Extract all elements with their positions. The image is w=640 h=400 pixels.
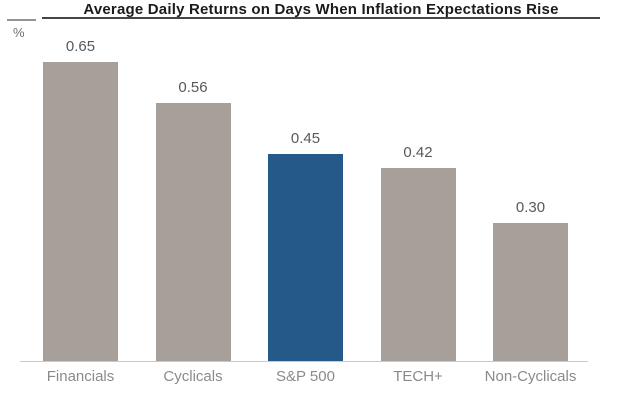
x-axis-label-cyclicals: Cyclicals [163, 368, 223, 385]
x-axis-line [20, 361, 588, 362]
title-underline [42, 17, 600, 19]
chart-title: Average Daily Returns on Days When Infla… [83, 1, 559, 18]
bar-value-label-tech: 0.42 [403, 144, 433, 161]
bar-value-label-cyclicals: 0.56 [178, 79, 208, 96]
x-axis-label-non-cyclicals: Non-Cyclicals [484, 368, 577, 385]
bar-value-label-financials: 0.65 [65, 38, 96, 55]
bar-value-label-non-cyclicals: 0.30 [515, 199, 546, 216]
bar-s-p-500 [268, 154, 343, 361]
bar-tech [380, 168, 456, 361]
bar-cyclicals [155, 103, 231, 361]
bar-financials [43, 62, 118, 361]
bar-non-cyclicals [493, 223, 568, 361]
y-axis-unit-label: % [13, 25, 25, 40]
x-axis-label-tech: TECH+ [393, 368, 443, 385]
y-axis-tick [7, 19, 36, 21]
x-axis-label-s-p-500: S&P 500 [276, 368, 335, 385]
bar-value-label-s-p-500: 0.45 [290, 130, 321, 147]
x-axis-label-financials: Financials [46, 368, 115, 385]
